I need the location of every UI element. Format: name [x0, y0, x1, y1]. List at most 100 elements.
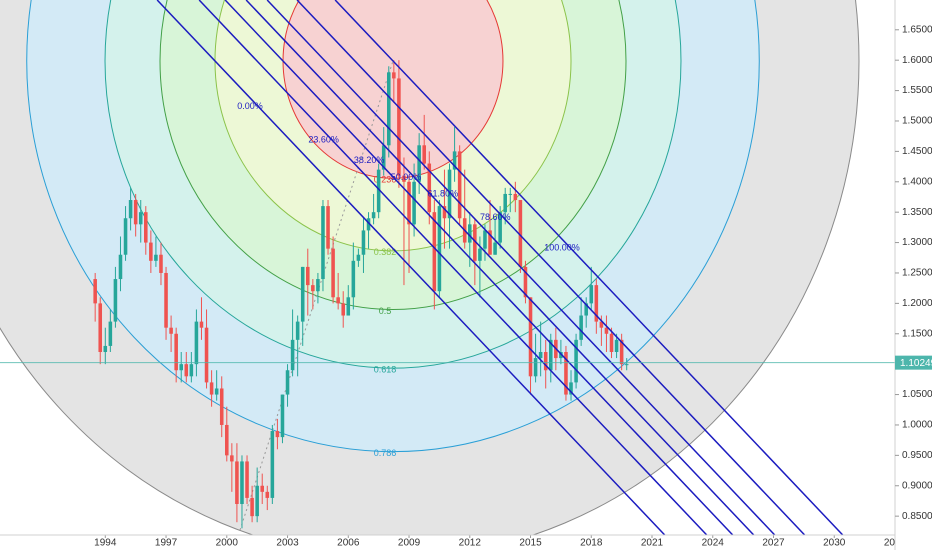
candle-body: [341, 303, 345, 316]
fib-circle-label: 0.236: [374, 175, 397, 185]
last-price-label: 1.10249: [900, 358, 932, 369]
y-tick-label: 1.65000: [902, 24, 932, 35]
candle-body: [189, 364, 194, 377]
x-tick-label: 2033: [884, 538, 907, 549]
candle-body: [336, 297, 340, 304]
candle-body: [184, 364, 189, 377]
candle-body: [219, 388, 224, 425]
candle-body: [275, 431, 280, 438]
candle-body: [270, 431, 275, 498]
candle-body: [584, 303, 588, 316]
candle-body: [285, 370, 290, 395]
candle-body: [260, 485, 265, 492]
candle-body: [498, 212, 502, 243]
candle-body: [386, 72, 391, 146]
fib-channel-label: 61.80%: [428, 189, 459, 199]
candle-body: [422, 145, 426, 164]
candle-body: [240, 461, 244, 504]
candle-body: [543, 352, 548, 371]
fib-channel-line: [245, 0, 755, 535]
x-tick-label: 2000: [216, 538, 239, 549]
candle-body: [331, 248, 335, 298]
candle-body: [255, 485, 259, 517]
candle-body: [381, 145, 386, 170]
candle-body: [417, 145, 421, 182]
x-tick-label: 2021: [641, 538, 664, 549]
candle-body: [447, 169, 452, 219]
last-price-badge: [895, 355, 932, 370]
y-tick-label: 1.15000: [902, 328, 932, 339]
x-tick-label: 2030: [823, 538, 846, 549]
candle-body: [548, 339, 553, 371]
candle-body: [564, 352, 568, 395]
fib-channel-label: 100.00%: [544, 242, 580, 252]
candle-body: [245, 461, 249, 498]
x-tick-label: 2015: [519, 538, 542, 549]
candle-body: [361, 230, 366, 255]
fib-circle-label: 0.618: [374, 365, 397, 375]
x-tick-label: 2018: [580, 538, 603, 549]
fib-channel-label: 0.00%: [237, 101, 263, 111]
candle-body: [128, 200, 133, 219]
candle-body: [113, 279, 118, 322]
candle-body: [604, 327, 609, 334]
candle-body: [493, 242, 497, 255]
candle-body: [311, 285, 315, 292]
y-tick-label: 1.35000: [902, 207, 932, 218]
candle-body: [407, 181, 411, 225]
candle-body: [103, 345, 108, 353]
candle-body: [457, 151, 462, 219]
candle-body: [108, 321, 113, 346]
candle-body: [306, 266, 310, 286]
candle-body: [351, 260, 356, 298]
x-tick-label: 2027: [762, 538, 785, 549]
candle-body: [164, 272, 168, 328]
candle-body: [366, 218, 371, 231]
candle-body: [559, 352, 563, 359]
candle-body: [467, 224, 472, 243]
candle-body: [569, 382, 573, 395]
candle-body: [579, 315, 583, 340]
candle-body: [538, 352, 543, 359]
candle-body: [199, 321, 204, 328]
x-tick-label: 2009: [398, 538, 421, 549]
candle-body: [594, 285, 599, 322]
candle-body: [265, 491, 270, 498]
candle-body: [118, 254, 123, 280]
candle-body: [432, 212, 437, 292]
candle-body: [93, 279, 97, 304]
x-tick-label: 1994: [94, 538, 117, 549]
candle-body: [402, 175, 406, 182]
candle-body: [174, 333, 178, 371]
candle-body: [321, 206, 325, 280]
x-tick-label: 2006: [337, 538, 360, 549]
candle-body: [194, 321, 199, 365]
x-tick-label: 1997: [155, 538, 178, 549]
x-tick-label: 2012: [459, 538, 482, 549]
candle-body: [392, 72, 396, 79]
candle-body: [295, 321, 300, 340]
y-tick-label: 1.00000: [902, 420, 932, 431]
candle-body: [452, 151, 457, 170]
candle-body: [508, 193, 513, 195]
candle-body: [427, 163, 432, 213]
candle-body: [523, 266, 528, 298]
candle-body: [300, 266, 305, 322]
y-tick-label: 1.60000: [902, 55, 932, 66]
candle-body: [316, 279, 320, 292]
fib-channel-label: 23.60%: [308, 135, 339, 145]
y-tick-label: 1.30000: [902, 237, 932, 248]
plot-area: 10.7860.6180.50.3820.2360.00%23.60%38.20…: [0, 0, 895, 535]
candle-body: [518, 200, 523, 267]
candle-body: [214, 388, 219, 395]
candle-body: [235, 461, 239, 504]
candle-body: [533, 358, 538, 377]
trend-anchor: [239, 60, 394, 531]
fib-circle-label: 0.5: [379, 306, 392, 316]
fib-channel-line: [266, 0, 776, 535]
y-tick-label: 1.45000: [902, 146, 932, 157]
candle-body: [225, 424, 229, 456]
y-tick-label: 1.25000: [902, 268, 932, 279]
fib-channel-line: [334, 0, 844, 535]
